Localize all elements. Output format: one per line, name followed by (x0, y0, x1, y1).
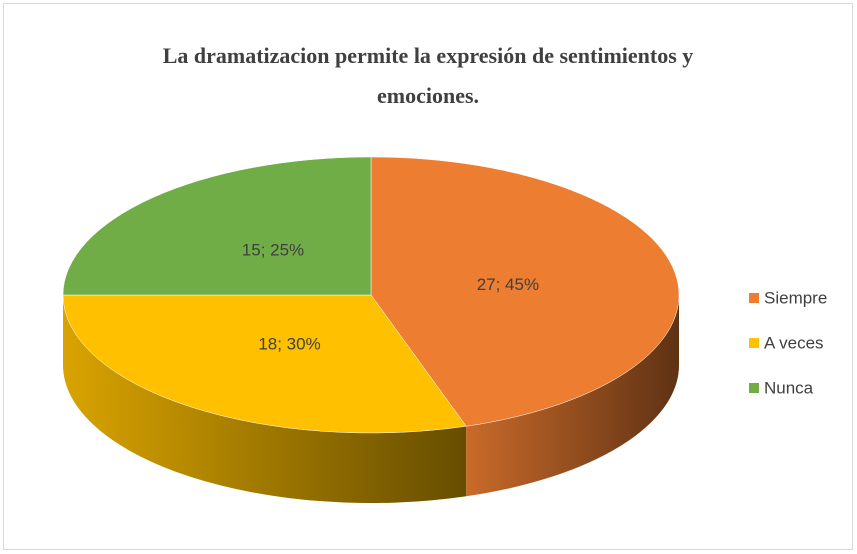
legend-swatch (749, 383, 759, 393)
slice (62, 156, 372, 296)
data-label: 27; 45% (477, 275, 539, 294)
legend-label: Siempre (764, 288, 827, 307)
slice (370, 156, 680, 427)
slice-side-shade (63, 295, 467, 503)
data-label: 15; 25% (242, 241, 304, 260)
slice (62, 294, 467, 434)
legend-swatch (749, 293, 759, 303)
legend-label: Nunca (764, 378, 814, 397)
slice-side-shade (466, 295, 679, 497)
legend-swatch (749, 338, 759, 348)
data-label: 18; 30% (258, 335, 320, 354)
chart-title: La dramatizacion permite la expresión de… (162, 43, 694, 108)
legend-label: A veces (764, 333, 824, 352)
